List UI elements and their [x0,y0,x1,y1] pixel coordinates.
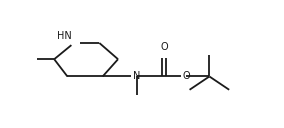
Text: O: O [160,42,168,52]
Text: O: O [182,71,190,81]
Text: HN: HN [57,31,72,41]
Text: N: N [133,71,140,81]
